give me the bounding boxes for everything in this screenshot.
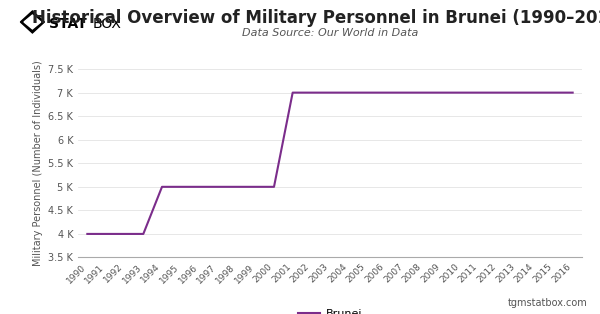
Text: STAT: STAT — [49, 17, 87, 30]
Text: Historical Overview of Military Personnel in Brunei (1990–2016): Historical Overview of Military Personne… — [32, 9, 600, 27]
Legend: Brunei: Brunei — [293, 305, 367, 314]
Text: BOX: BOX — [92, 17, 121, 30]
Polygon shape — [24, 15, 41, 29]
Polygon shape — [20, 11, 44, 33]
Y-axis label: Military Personnel (Number of Individuals): Military Personnel (Number of Individual… — [32, 60, 43, 266]
Text: Data Source: Our World in Data: Data Source: Our World in Data — [242, 28, 418, 38]
Text: tgmstatbox.com: tgmstatbox.com — [508, 298, 588, 308]
